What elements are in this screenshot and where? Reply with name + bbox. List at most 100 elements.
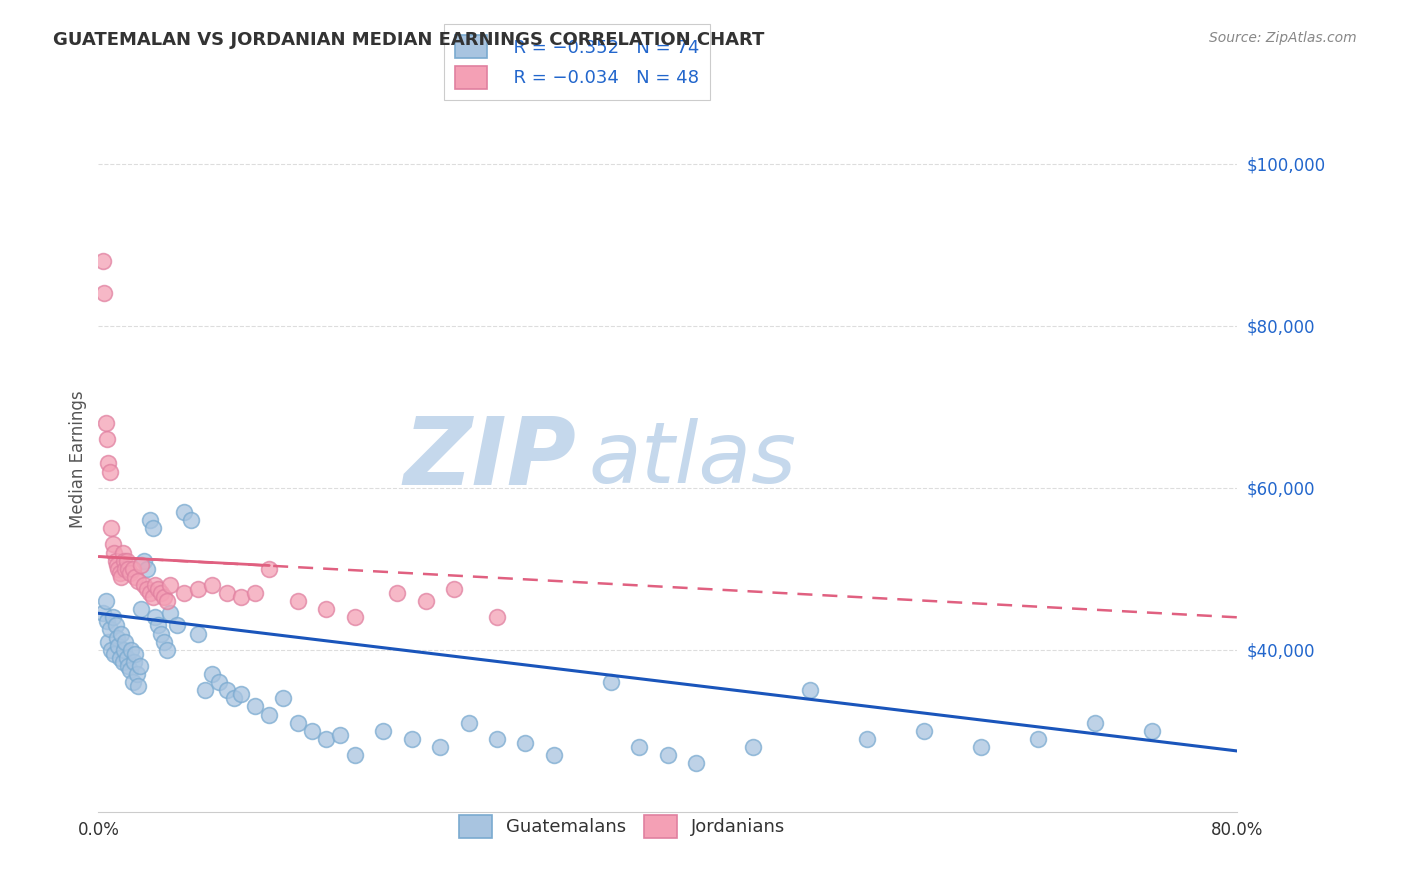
Point (98, 465, 121, 479)
Point (229, 687, 252, 701)
Point (117, 659, 139, 673)
Point (103, 647, 125, 661)
Point (132, 578, 155, 592)
Point (201, 578, 224, 592)
Point (145, 610, 167, 624)
Point (93, 286, 115, 301)
Point (856, 731, 879, 746)
Point (150, 626, 173, 640)
Point (912, 723, 935, 738)
Point (148, 582, 170, 596)
Point (387, 586, 409, 600)
Point (114, 562, 136, 576)
Point (104, 554, 127, 568)
Point (96, 615, 118, 629)
Point (742, 739, 765, 754)
Point (1026, 731, 1049, 746)
Point (657, 747, 679, 762)
Point (101, 610, 124, 624)
Point (415, 594, 437, 608)
Point (273, 691, 295, 706)
Point (125, 667, 148, 681)
Point (148, 618, 170, 632)
Point (187, 626, 209, 640)
Y-axis label: Median Earnings: Median Earnings (69, 391, 87, 528)
Point (543, 747, 565, 762)
Point (401, 731, 423, 746)
Point (122, 655, 145, 669)
Point (132, 554, 155, 568)
Point (373, 723, 395, 738)
Point (138, 586, 160, 600)
Point (259, 562, 281, 576)
Point (222, 691, 245, 706)
Point (486, 731, 509, 746)
Point (110, 570, 132, 584)
Point (107, 639, 129, 653)
Point (96, 432, 118, 446)
Point (156, 594, 179, 608)
Point (115, 554, 138, 568)
Point (315, 731, 337, 746)
Point (799, 683, 821, 698)
Point (101, 537, 124, 551)
Point (135, 562, 157, 576)
Point (121, 675, 143, 690)
Point (124, 647, 146, 661)
Point (138, 513, 160, 527)
Point (97, 457, 120, 471)
Text: ZIP: ZIP (404, 413, 576, 506)
Point (118, 566, 141, 580)
Point (91, 254, 114, 268)
Point (94, 416, 117, 430)
Point (1084, 715, 1107, 730)
Point (111, 655, 134, 669)
Point (129, 558, 152, 572)
Point (194, 683, 217, 698)
Text: Source: ZipAtlas.com: Source: ZipAtlas.com (1209, 31, 1357, 45)
Point (97, 634, 120, 648)
Point (104, 618, 127, 632)
Point (486, 610, 509, 624)
Point (301, 723, 323, 738)
Point (103, 545, 125, 559)
Point (112, 554, 135, 568)
Point (215, 586, 238, 600)
Point (685, 756, 707, 771)
Legend: Guatemalans, Jordanians: Guatemalans, Jordanians (451, 807, 793, 845)
Point (153, 590, 176, 604)
Point (98, 623, 121, 637)
Point (187, 582, 209, 596)
Point (91, 607, 114, 621)
Point (329, 728, 352, 742)
Text: GUATEMALAN VS JORDANIAN MEDIAN EARNINGS CORRELATION CHART: GUATEMALAN VS JORDANIAN MEDIAN EARNINGS … (53, 31, 765, 49)
Point (173, 505, 195, 519)
Point (121, 562, 143, 576)
Point (118, 663, 141, 677)
Point (173, 586, 195, 600)
Point (243, 699, 266, 714)
Point (120, 642, 142, 657)
Point (124, 570, 146, 584)
Point (287, 715, 309, 730)
Point (127, 679, 149, 693)
Point (208, 675, 231, 690)
Text: atlas: atlas (588, 417, 796, 501)
Point (145, 578, 167, 592)
Point (114, 634, 136, 648)
Point (135, 582, 157, 596)
Point (343, 610, 366, 624)
Point (112, 642, 135, 657)
Point (343, 747, 366, 762)
Point (287, 594, 309, 608)
Point (110, 626, 132, 640)
Point (457, 715, 479, 730)
Point (141, 521, 163, 535)
Point (105, 558, 128, 572)
Point (108, 650, 131, 665)
Point (315, 602, 337, 616)
Point (1140, 723, 1163, 738)
Point (429, 739, 451, 754)
Point (127, 574, 149, 588)
Point (100, 642, 122, 657)
